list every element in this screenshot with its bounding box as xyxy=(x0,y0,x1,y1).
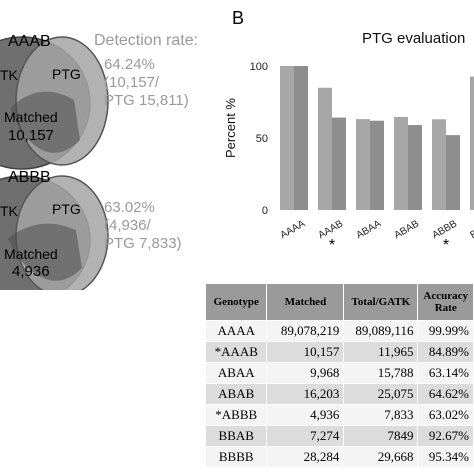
venn1-left-label: TK xyxy=(0,67,18,83)
venn1-overlap xyxy=(10,91,80,153)
cell-genotype: *AAAB xyxy=(204,341,268,363)
significance-mark: * xyxy=(443,237,449,254)
cell-matched: 28,284 xyxy=(266,446,345,468)
venn1-center-value: 10,157 xyxy=(8,127,54,144)
cell-matched: 9,968 xyxy=(266,362,345,384)
cell-accuracy: 84.89% xyxy=(417,341,474,363)
bar xyxy=(446,135,460,210)
bar xyxy=(280,66,294,210)
cell-genotype: *ABBB xyxy=(204,404,268,426)
venn1-center-label: Matched xyxy=(4,109,58,125)
venn2-right-label: PTG xyxy=(52,201,81,217)
table-row: AAAA 89,078,219 89,089,116 99.99% xyxy=(204,320,474,342)
venn1-title: AAAB xyxy=(8,33,51,50)
venn2-overlap xyxy=(8,223,82,281)
cell-total: 7,833 xyxy=(343,404,419,426)
chart-title: PTG evaluation xyxy=(362,30,466,47)
x-tick-label: BBAB xyxy=(468,218,474,241)
bar xyxy=(318,87,332,210)
genotype-table: Genotype Matched Total/GATK Accuracy Rat… xyxy=(204,283,474,468)
header-genotype: Genotype xyxy=(204,283,268,321)
cell-accuracy: 63.02% xyxy=(417,404,474,426)
table-row: *AAAB 10,157 11,965 84.89% xyxy=(204,341,474,363)
venn1-right-label: PTG xyxy=(52,66,81,82)
bar xyxy=(370,120,384,210)
cell-genotype: ABAB xyxy=(204,383,268,405)
bar xyxy=(470,76,474,211)
venn2-rate-matched: (4,936/ xyxy=(104,217,151,234)
y-tick-label: 100 xyxy=(250,61,268,73)
x-tick-label: ABAA xyxy=(354,218,383,241)
table-row: BBAB 7,274 7849 92.67% xyxy=(204,425,474,447)
x-tick-label: ABAB xyxy=(392,218,421,241)
cell-total: 29,668 xyxy=(343,446,419,468)
significance-mark: * xyxy=(329,237,335,254)
y-tick-label: 0 xyxy=(262,205,268,217)
bar xyxy=(356,119,370,210)
cell-accuracy: 63.14% xyxy=(417,362,474,384)
cell-accuracy: 99.99% xyxy=(417,320,474,342)
bar xyxy=(332,117,346,210)
venn1-rate-percent: 64.24% xyxy=(104,56,155,73)
cell-matched: 7,274 xyxy=(266,425,345,447)
x-tick-label: AAAA xyxy=(278,218,307,241)
venn2-center-label: Matched xyxy=(4,246,58,262)
venn1-rate-total: PTG 15,811) xyxy=(104,92,189,109)
cell-genotype: BBAB xyxy=(204,425,268,447)
cell-matched: 10,157 xyxy=(266,341,345,363)
venn2-center-value: 4,936 xyxy=(12,263,50,280)
table-header-row: Genotype Matched Total/GATK Accuracy Rat… xyxy=(204,283,474,321)
y-tick-label: 50 xyxy=(256,133,268,145)
cell-total: 25,075 xyxy=(343,383,419,405)
cell-matched: 16,203 xyxy=(266,383,345,405)
venn1-rate-matched: (10,157/ xyxy=(104,74,160,91)
cell-matched: 4,936 xyxy=(266,404,345,426)
table-row: ABAB 16,203 25,075 64.62% xyxy=(204,383,474,405)
header-matched: Matched xyxy=(266,283,345,321)
header-accuracy-rate: Accuracy Rate xyxy=(417,283,474,321)
table-row: *ABBB 4,936 7,833 63.02% xyxy=(204,404,474,426)
venn-diagrams xyxy=(0,36,109,290)
bar xyxy=(294,66,308,210)
venn2-left-label: TK xyxy=(0,203,18,219)
cell-genotype: BBBB xyxy=(204,446,268,468)
cell-total: 7849 xyxy=(343,425,419,447)
header-total-gatk: Total/GATK xyxy=(343,283,419,321)
cell-total: 11,965 xyxy=(343,341,419,363)
cell-accuracy: 64.62% xyxy=(417,383,474,405)
panel-b-letter: B xyxy=(232,8,245,28)
venn2-rate-total: PTG 7,833) xyxy=(104,235,182,252)
bar xyxy=(432,119,446,210)
cell-accuracy: 92.67% xyxy=(417,425,474,447)
cell-genotype: AAAA xyxy=(204,320,268,342)
cell-matched: 89,078,219 xyxy=(266,320,345,342)
cell-genotype: ABAA xyxy=(204,362,268,384)
cell-total: 15,788 xyxy=(343,362,419,384)
detection-rate-heading: Detection rate: xyxy=(94,32,199,49)
venn2-rate-percent: 63.02% xyxy=(104,199,155,216)
bar xyxy=(408,125,422,210)
bar xyxy=(394,116,408,210)
cell-accuracy: 95.34% xyxy=(417,446,474,468)
venn2-title: ABBB xyxy=(8,169,51,186)
table-row: ABAA 9,968 15,788 63.14% xyxy=(204,362,474,384)
table-row: BBBB 28,284 29,668 95.34% xyxy=(204,446,474,468)
cell-total: 89,089,116 xyxy=(343,320,419,342)
